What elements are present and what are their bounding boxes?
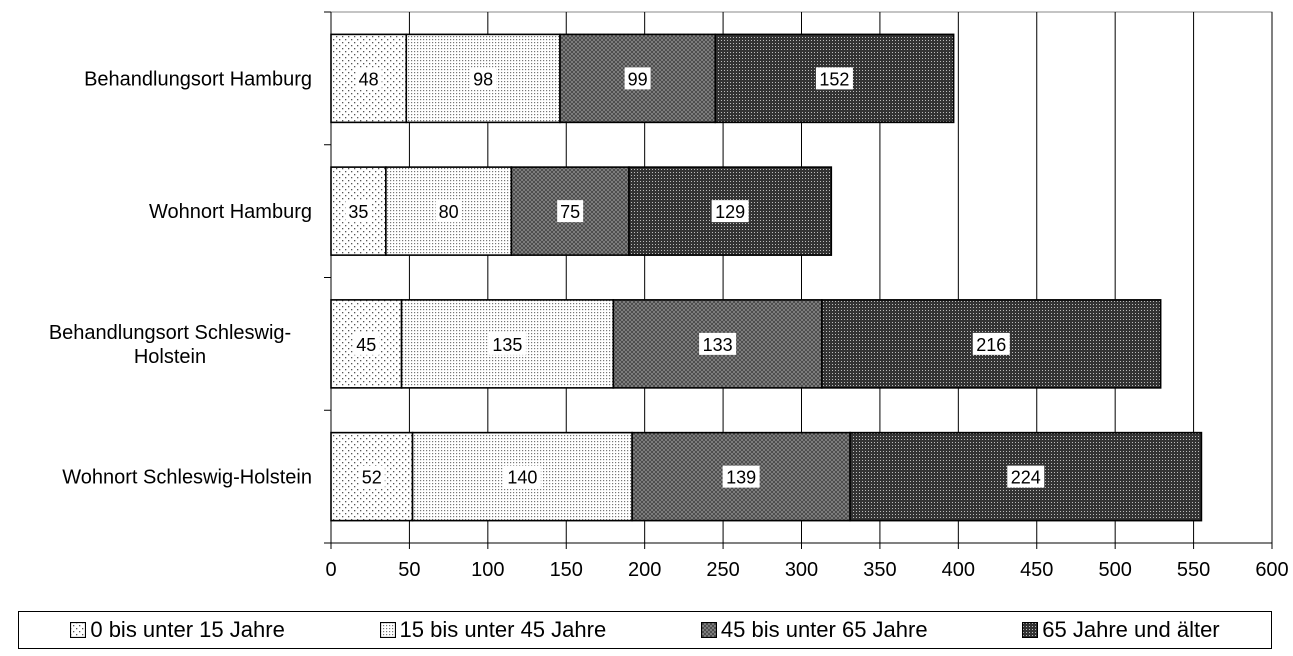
chart: 0 50 100 150 200 250 300 350 400 450 500 550 600 Beh… [49, 11, 1289, 581]
data-label: 140 [507, 468, 537, 488]
data-label: 80 [439, 202, 459, 222]
data-label: 139 [726, 468, 756, 488]
data-label-bg [345, 200, 372, 223]
data-label-bg [435, 200, 462, 223]
data-label: 48 [359, 69, 379, 89]
data-label: 152 [819, 69, 849, 89]
data-label: 216 [976, 335, 1006, 355]
legend-swatch [70, 622, 87, 638]
data-label: 98 [473, 69, 493, 89]
legend-item: 15 bis unter 45 Jahre [379, 617, 607, 643]
data-label-bg [722, 465, 760, 488]
data-label: 99 [628, 69, 648, 89]
data-label-bg [353, 332, 380, 355]
x-tick-label: 250 [706, 559, 739, 581]
x-tick-label: 500 [1098, 559, 1131, 581]
legend-item: 0 bis unter 15 Jahre [70, 617, 285, 643]
data-label-bg [1007, 465, 1045, 488]
x-tick-label: 0 [325, 559, 336, 581]
category-label: Wohnort Hamburg [149, 201, 312, 223]
x-tick-label: 150 [550, 559, 583, 581]
data-label: 224 [1011, 468, 1041, 488]
data-label-bg [503, 465, 541, 488]
category-label: Behandlungsort Hamburg [84, 68, 312, 90]
legend: 0 bis unter 15 Jahre 15 bis unter 45 Jahr… [18, 611, 1272, 649]
legend-item: 45 bis unter 65 Jahre [700, 617, 928, 643]
data-label: 35 [348, 202, 368, 222]
x-tick-label: 200 [628, 559, 661, 581]
x-tick-label: 50 [398, 559, 420, 581]
data-label: 129 [715, 202, 745, 222]
data-label-bg [557, 200, 584, 223]
category-label: Wohnort Schleswig-Holstein [62, 467, 312, 489]
data-label-bg [711, 200, 749, 223]
x-tick-label: 550 [1177, 559, 1210, 581]
x-tick-label: 400 [942, 559, 975, 581]
legend-label: 45 bis unter 65 Jahre [720, 617, 928, 642]
x-tick-label: 100 [471, 559, 504, 581]
data-label-bg [815, 67, 853, 90]
x-tick-label: 300 [785, 559, 818, 581]
x-tick-label: 450 [1020, 559, 1053, 581]
data-label: 45 [356, 335, 376, 355]
data-label: 75 [560, 202, 580, 222]
legend-swatch [1022, 622, 1039, 638]
data-label: 133 [703, 335, 733, 355]
legend-label: 65 Jahre und älter [1042, 617, 1220, 642]
data-label-bg [355, 67, 382, 90]
data-label-bg [488, 332, 526, 355]
legend-item: 65 Jahre und älter [1022, 617, 1220, 643]
legend-swatch [379, 622, 396, 638]
x-tick-label: 350 [863, 559, 896, 581]
data-label-bg [358, 465, 385, 488]
data-label: 52 [362, 468, 382, 488]
data-label: 135 [492, 335, 522, 355]
legend-label: 15 bis unter 45 Jahre [399, 617, 607, 642]
data-label-bg [624, 67, 651, 90]
legend-swatch [700, 622, 717, 638]
data-label-bg [699, 332, 737, 355]
legend-label: 0 bis unter 15 Jahre [90, 617, 285, 642]
data-label-bg [470, 67, 497, 90]
category-label: Behandlungsort Schleswig-Holstein [49, 322, 291, 368]
x-tick-label: 600 [1255, 559, 1288, 581]
data-label-bg [972, 332, 1010, 355]
